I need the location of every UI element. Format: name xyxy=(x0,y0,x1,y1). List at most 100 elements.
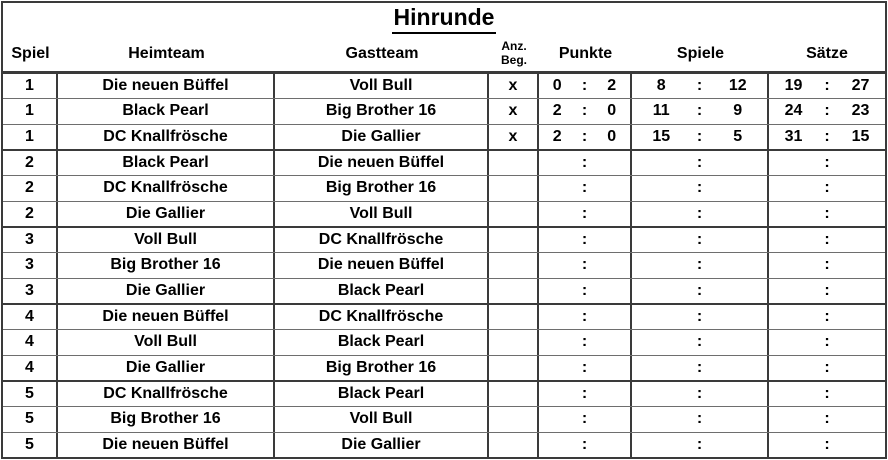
cell-gastteam[interactable]: Die neuen Büffel xyxy=(275,150,489,176)
cell-punkte[interactable]: : xyxy=(539,355,632,380)
cell-punkte[interactable]: : xyxy=(539,150,632,176)
cell-gastteam[interactable]: Black Pearl xyxy=(275,278,489,303)
cell-gastteam[interactable]: Die Gallier xyxy=(275,432,489,457)
cell-saetze[interactable]: : xyxy=(769,356,885,380)
cell-spiele[interactable]: 11 : 9 xyxy=(632,99,769,124)
cell-anz-beg[interactable]: x xyxy=(489,99,539,124)
cell-anz-beg[interactable] xyxy=(489,201,539,226)
cell-spiel[interactable]: 4 xyxy=(3,355,58,380)
cell-punkte[interactable]: : xyxy=(539,407,632,432)
spiele-gast-value[interactable]: 5 xyxy=(733,127,743,145)
cell-heimteam[interactable]: DC Knallfrösche xyxy=(58,124,275,149)
cell-spiele[interactable]: : xyxy=(632,150,769,176)
cell-saetze[interactable]: : xyxy=(769,176,885,200)
cell-spiele[interactable]: : xyxy=(632,227,769,253)
cell-anz-beg[interactable] xyxy=(489,176,539,201)
cell-heimteam[interactable]: DC Knallfrösche xyxy=(58,381,275,407)
cell-punkte[interactable]: : xyxy=(539,304,632,330)
cell-punkte[interactable]: : xyxy=(539,278,632,303)
cell-saetze[interactable]: : xyxy=(769,433,885,457)
cell-punkte[interactable]: : xyxy=(539,330,632,355)
cell-anz-beg[interactable] xyxy=(489,304,539,330)
cell-gastteam[interactable]: DC Knallfrösche xyxy=(275,227,489,253)
cell-punkte[interactable]: : xyxy=(539,201,632,226)
spiele-heim-value[interactable]: 15 xyxy=(652,127,671,145)
cell-saetze[interactable]: : xyxy=(769,382,885,406)
cell-heimteam[interactable]: Big Brother 16 xyxy=(58,253,275,278)
cell-spiele[interactable]: : xyxy=(632,355,769,380)
cell-anz-beg[interactable] xyxy=(489,432,539,457)
cell-anz-beg[interactable]: x xyxy=(489,124,539,149)
spiele-gast-value[interactable]: 12 xyxy=(728,77,747,95)
cell-punkte[interactable]: : xyxy=(539,253,632,278)
cell-heimteam[interactable]: DC Knallfrösche xyxy=(58,176,275,201)
cell-spiele[interactable]: : xyxy=(632,432,769,457)
cell-spiel[interactable]: 2 xyxy=(3,176,58,201)
cell-saetze[interactable]: : xyxy=(769,253,885,277)
cell-saetze[interactable]: : xyxy=(769,305,885,329)
cell-gastteam[interactable]: Die Gallier xyxy=(275,124,489,149)
cell-spiel[interactable]: 4 xyxy=(3,304,58,330)
punkte-heim-value[interactable]: 2 xyxy=(552,102,562,120)
cell-heimteam[interactable]: Voll Bull xyxy=(58,330,275,355)
cell-spiele[interactable]: : xyxy=(632,381,769,407)
punkte-gast-value[interactable]: 0 xyxy=(607,102,617,120)
spiele-heim-value[interactable]: 11 xyxy=(652,102,670,120)
cell-heimteam[interactable]: Big Brother 16 xyxy=(58,407,275,432)
cell-anz-beg[interactable] xyxy=(489,253,539,278)
cell-heimteam[interactable]: Die Gallier xyxy=(58,201,275,226)
cell-punkte[interactable]: 2 : 0 xyxy=(539,124,632,149)
cell-anz-beg[interactable] xyxy=(489,150,539,176)
cell-spiele[interactable]: : xyxy=(632,407,769,432)
cell-spiel[interactable]: 4 xyxy=(3,330,58,355)
cell-anz-beg[interactable] xyxy=(489,227,539,253)
cell-spiele[interactable]: 15 : 5 xyxy=(632,124,769,149)
saetze-gast-value[interactable]: 23 xyxy=(851,102,870,120)
cell-punkte[interactable]: : xyxy=(539,432,632,457)
cell-saetze[interactable]: : xyxy=(769,151,885,175)
saetze-heim-value[interactable]: 19 xyxy=(784,77,803,95)
cell-anz-beg[interactable] xyxy=(489,407,539,432)
punkte-heim-value[interactable]: 0 xyxy=(552,77,562,95)
cell-spiele[interactable]: : xyxy=(632,253,769,278)
cell-saetze[interactable]: : xyxy=(769,407,885,431)
cell-heimteam[interactable]: Voll Bull xyxy=(58,227,275,253)
cell-gastteam[interactable]: Big Brother 16 xyxy=(275,355,489,380)
cell-punkte[interactable]: : xyxy=(539,227,632,253)
cell-gastteam[interactable]: Voll Bull xyxy=(275,201,489,226)
cell-saetze[interactable]: : xyxy=(769,228,885,252)
spiele-heim-value[interactable]: 8 xyxy=(656,77,666,95)
cell-spiel[interactable]: 1 xyxy=(3,99,58,124)
cell-gastteam[interactable]: Die neuen Büffel xyxy=(275,253,489,278)
cell-saetze[interactable]: : xyxy=(769,330,885,354)
cell-spiel[interactable]: 5 xyxy=(3,407,58,432)
cell-heimteam[interactable]: Die Gallier xyxy=(58,355,275,380)
cell-spiele[interactable]: : xyxy=(632,201,769,226)
cell-spiele[interactable]: : xyxy=(632,176,769,201)
cell-spiele[interactable]: 8 : 12 xyxy=(632,74,769,99)
cell-gastteam[interactable]: Voll Bull xyxy=(275,74,489,99)
cell-saetze[interactable]: : xyxy=(769,279,885,303)
cell-saetze[interactable]: 24 : 23 xyxy=(769,99,885,123)
cell-spiel[interactable]: 2 xyxy=(3,201,58,226)
cell-spiel[interactable]: 2 xyxy=(3,150,58,176)
cell-gastteam[interactable]: Black Pearl xyxy=(275,330,489,355)
saetze-heim-value[interactable]: 31 xyxy=(784,127,803,145)
cell-anz-beg[interactable] xyxy=(489,355,539,380)
cell-heimteam[interactable]: Die neuen Büffel xyxy=(58,74,275,99)
cell-saetze[interactable]: 31 : 15 xyxy=(769,125,885,149)
cell-spiel[interactable]: 1 xyxy=(3,74,58,99)
cell-heimteam[interactable]: Die neuen Büffel xyxy=(58,432,275,457)
cell-anz-beg[interactable] xyxy=(489,381,539,407)
cell-heimteam[interactable]: Die Gallier xyxy=(58,278,275,303)
cell-gastteam[interactable]: Big Brother 16 xyxy=(275,99,489,124)
cell-spiele[interactable]: : xyxy=(632,330,769,355)
spiele-gast-value[interactable]: 9 xyxy=(733,102,743,120)
cell-spiele[interactable]: : xyxy=(632,304,769,330)
cell-gastteam[interactable]: DC Knallfrösche xyxy=(275,304,489,330)
cell-spiel[interactable]: 3 xyxy=(3,278,58,303)
punkte-gast-value[interactable]: 2 xyxy=(607,77,617,95)
cell-punkte[interactable]: 2 : 0 xyxy=(539,99,632,124)
cell-anz-beg[interactable]: x xyxy=(489,74,539,99)
cell-heimteam[interactable]: Black Pearl xyxy=(58,99,275,124)
